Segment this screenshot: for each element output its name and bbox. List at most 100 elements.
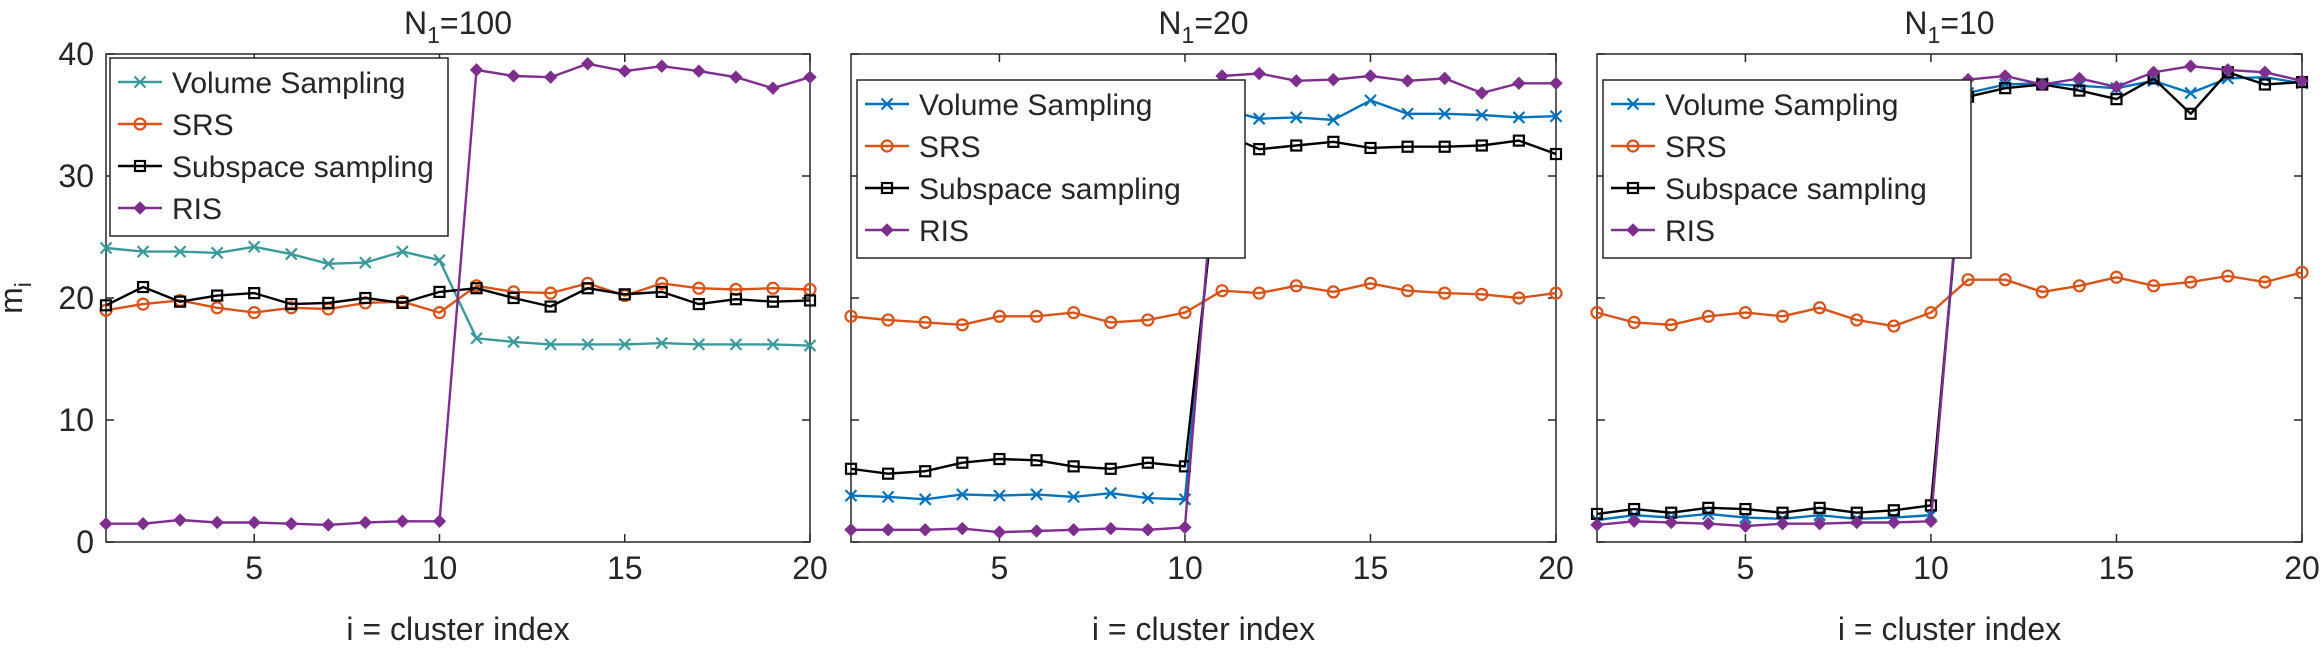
- data-point: [2184, 275, 2198, 289]
- data-point: [1475, 139, 1488, 152]
- data-point: [1924, 306, 1938, 320]
- data-point: [2183, 59, 2198, 73]
- data-point: [1289, 279, 1303, 293]
- data-point: [729, 70, 743, 84]
- data-point: [1850, 515, 1864, 530]
- legend-marker: [880, 181, 894, 195]
- data-point: [956, 456, 969, 469]
- data-point: [655, 276, 669, 290]
- chart-panel-2: 5 10 15 20 N1=20 i = cluster index Volume Samp…: [844, 5, 1574, 647]
- data-point: [729, 293, 742, 306]
- data-point: [1289, 74, 1303, 88]
- legend-label: SRS: [1665, 131, 1727, 164]
- y-axis-label: mi: [0, 282, 36, 314]
- data-point: [993, 452, 1006, 466]
- data-point: [1627, 514, 1641, 528]
- data-point: [1364, 141, 1377, 155]
- data-point: [692, 64, 706, 78]
- data-point: [1252, 66, 1266, 81]
- x-tick-label: 15: [607, 550, 643, 586]
- data-point: [1438, 140, 1451, 153]
- data-point: [1702, 501, 1715, 514]
- data-point: [881, 523, 895, 537]
- data-point: [2035, 77, 2049, 92]
- data-point: [2184, 107, 2197, 120]
- data-point: [506, 69, 521, 83]
- data-point: [956, 488, 969, 501]
- legend-box: [109, 57, 449, 237]
- data-point: [844, 462, 858, 475]
- legend-label: Volume Sampling: [1665, 89, 1898, 122]
- data-point: [395, 514, 410, 528]
- data-point: [2073, 84, 2086, 97]
- data-point: [1813, 301, 1827, 315]
- data-point: [618, 288, 631, 301]
- data-point: [1702, 507, 1715, 521]
- data-point: [955, 521, 970, 536]
- data-point: [581, 338, 594, 351]
- data-point: [729, 338, 743, 351]
- data-point: [2295, 265, 2309, 279]
- data-point: [211, 289, 224, 302]
- data-point: [1215, 284, 1229, 298]
- data-point: [285, 298, 298, 311]
- data-point: [1739, 502, 1752, 516]
- data-point: [173, 513, 187, 527]
- data-point: [396, 245, 409, 258]
- data-point: [1512, 111, 1526, 124]
- data-point: [1664, 515, 1678, 530]
- data-point: [2258, 275, 2272, 289]
- data-point: [1252, 112, 1266, 125]
- legend-label: RIS: [172, 193, 222, 226]
- data-point: [918, 493, 932, 506]
- data-point: [2221, 63, 2235, 77]
- data-point: [1029, 524, 1044, 538]
- data-point: [1363, 276, 1378, 290]
- data-point: [1664, 318, 1678, 332]
- data-point: [2109, 80, 2124, 94]
- data-point: [1252, 286, 1266, 300]
- data-point: [1067, 306, 1081, 320]
- legend-label: RIS: [919, 215, 969, 248]
- data-point: [1887, 504, 1900, 517]
- data-point: [1549, 286, 1563, 300]
- data-point: [2035, 285, 2049, 299]
- data-point: [359, 256, 372, 269]
- data-point: [1549, 147, 1563, 161]
- data-point: [618, 338, 632, 351]
- data-point: [618, 64, 632, 78]
- legend-label: Subspace sampling: [1665, 173, 1927, 206]
- data-point: [544, 286, 558, 300]
- x-tick-label: 20: [792, 550, 828, 586]
- data-point: [1775, 516, 1790, 531]
- data-point: [992, 309, 1007, 323]
- data-point: [1775, 309, 1790, 323]
- chart-panel-1: 5 10 15 20 0 10 20 30 40 N1=100 i = cluster index m…: [0, 5, 828, 647]
- data-point: [432, 306, 447, 320]
- data-point: [1030, 454, 1043, 467]
- data-point: [2146, 65, 2161, 80]
- data-point: [692, 281, 706, 295]
- data-point: [1141, 456, 1154, 469]
- data-point: [918, 523, 932, 537]
- data-point: [1998, 273, 2012, 287]
- data-point: [1512, 291, 1526, 305]
- data-point: [1887, 515, 1901, 530]
- data-point: [2072, 71, 2087, 86]
- legend-marker: [1626, 223, 1640, 237]
- data-point: [919, 465, 932, 478]
- data-point: [322, 296, 335, 309]
- data-point: [1738, 519, 1753, 533]
- legend-label: Volume Sampling: [919, 89, 1152, 122]
- data-point: [396, 296, 409, 309]
- x-tick-label: 20: [2284, 550, 2320, 586]
- legend-marker: [880, 97, 894, 111]
- legend-label: Subspace sampling: [172, 151, 434, 184]
- data-point: [580, 57, 595, 71]
- data-point: [803, 294, 817, 307]
- data-point: [1998, 69, 2012, 83]
- legend-marker: [880, 139, 894, 153]
- data-point: [766, 338, 780, 351]
- data-point: [433, 253, 446, 267]
- data-point: [433, 285, 446, 298]
